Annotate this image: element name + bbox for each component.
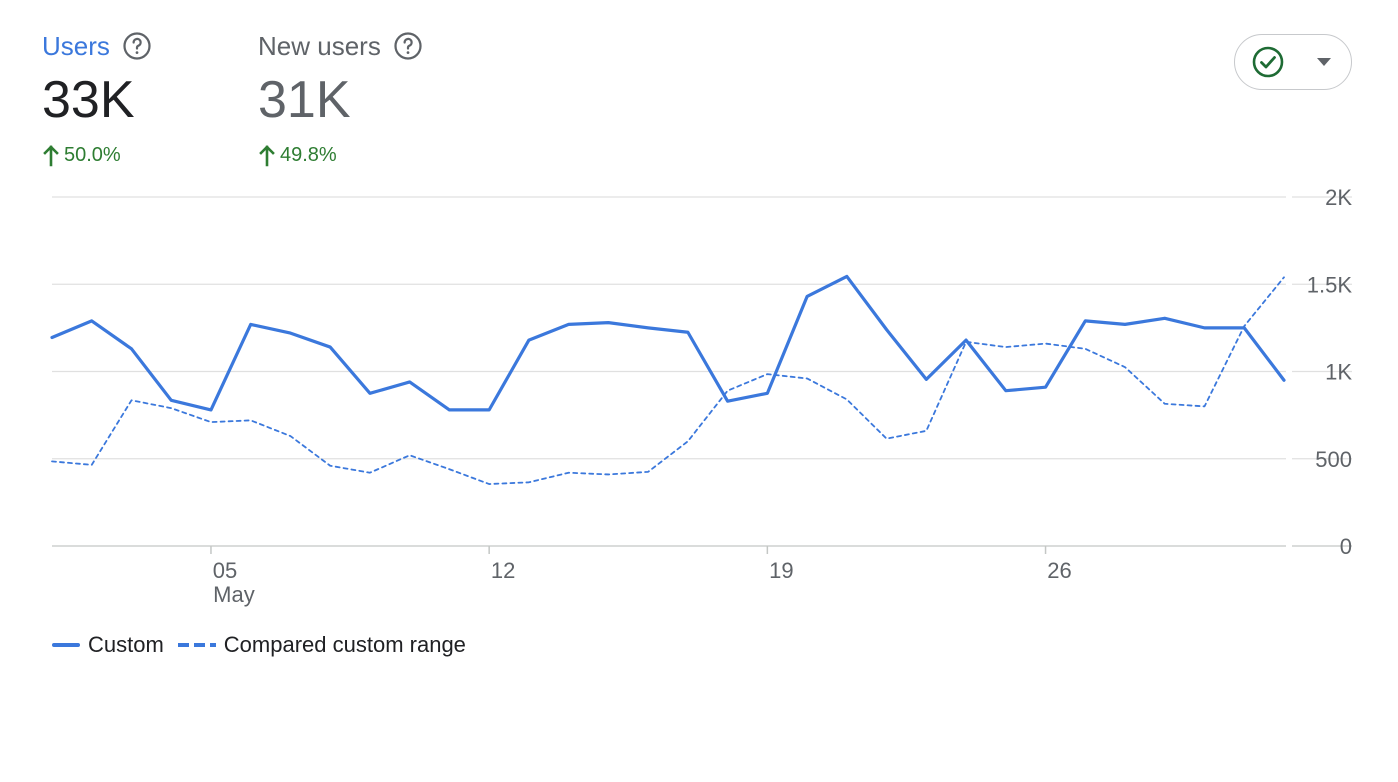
users-metric[interactable]: Users 33K 50.0% xyxy=(42,28,152,167)
new-users-metric-value: 31K xyxy=(258,71,351,129)
x-tick-label: 12 xyxy=(491,558,515,583)
users-change-value: 50.0% xyxy=(64,144,121,166)
chart-grid xyxy=(52,195,1352,548)
help-circle-icon[interactable] xyxy=(122,31,152,61)
help-circle-icon[interactable] xyxy=(393,31,423,61)
legend-dashed-swatch xyxy=(177,643,216,647)
new-users-metric-label[interactable]: New users xyxy=(258,30,381,61)
users-metric-value: 33K xyxy=(42,71,135,129)
y-tick-label: 2K xyxy=(1325,185,1352,210)
series-compared-line xyxy=(51,276,1285,485)
arrow-up-icon xyxy=(259,144,275,166)
users-metric-header: Users xyxy=(42,28,152,64)
chart-series xyxy=(50,274,1286,485)
x-tick-label: 19 xyxy=(769,558,793,583)
users-metric-change: 50.0% xyxy=(42,144,152,167)
x-tick-label: 26 xyxy=(1047,558,1071,583)
y-tick-label: 1.5K xyxy=(1307,272,1353,297)
new-users-metric-change: 49.8% xyxy=(258,144,423,167)
y-tick-label: 1K xyxy=(1325,360,1352,385)
x-tick-label: 05 xyxy=(213,558,237,583)
legend-item-compared[interactable]: Compared custom range xyxy=(177,632,466,658)
new-users-metric[interactable]: New users 31K 49.8% xyxy=(258,28,423,167)
x-tick-sublabel: May xyxy=(213,582,255,607)
legend-custom-label: Custom xyxy=(88,632,164,657)
new-users-metric-header: New users xyxy=(258,28,423,64)
arrow-up-icon xyxy=(43,144,59,166)
legend-compared-label: Compared custom range xyxy=(223,632,466,657)
caret-down-icon xyxy=(1317,58,1331,66)
legend-solid-swatch xyxy=(52,643,80,647)
check-circle-icon xyxy=(1252,46,1284,78)
legend-item-custom[interactable]: Custom xyxy=(52,632,164,658)
comparison-dropdown-button[interactable] xyxy=(1234,34,1352,90)
new-users-change-value: 49.8% xyxy=(280,144,337,166)
y-tick-label: 0 xyxy=(1340,534,1352,559)
y-tick-label: 500 xyxy=(1315,447,1352,472)
y-axis-ticks: 0 500 1K 1.5K 2K xyxy=(1307,185,1353,559)
series-custom-line xyxy=(50,274,1286,412)
chart-legend: Custom Compared custom range xyxy=(52,632,480,658)
users-metric-label[interactable]: Users xyxy=(42,30,110,61)
